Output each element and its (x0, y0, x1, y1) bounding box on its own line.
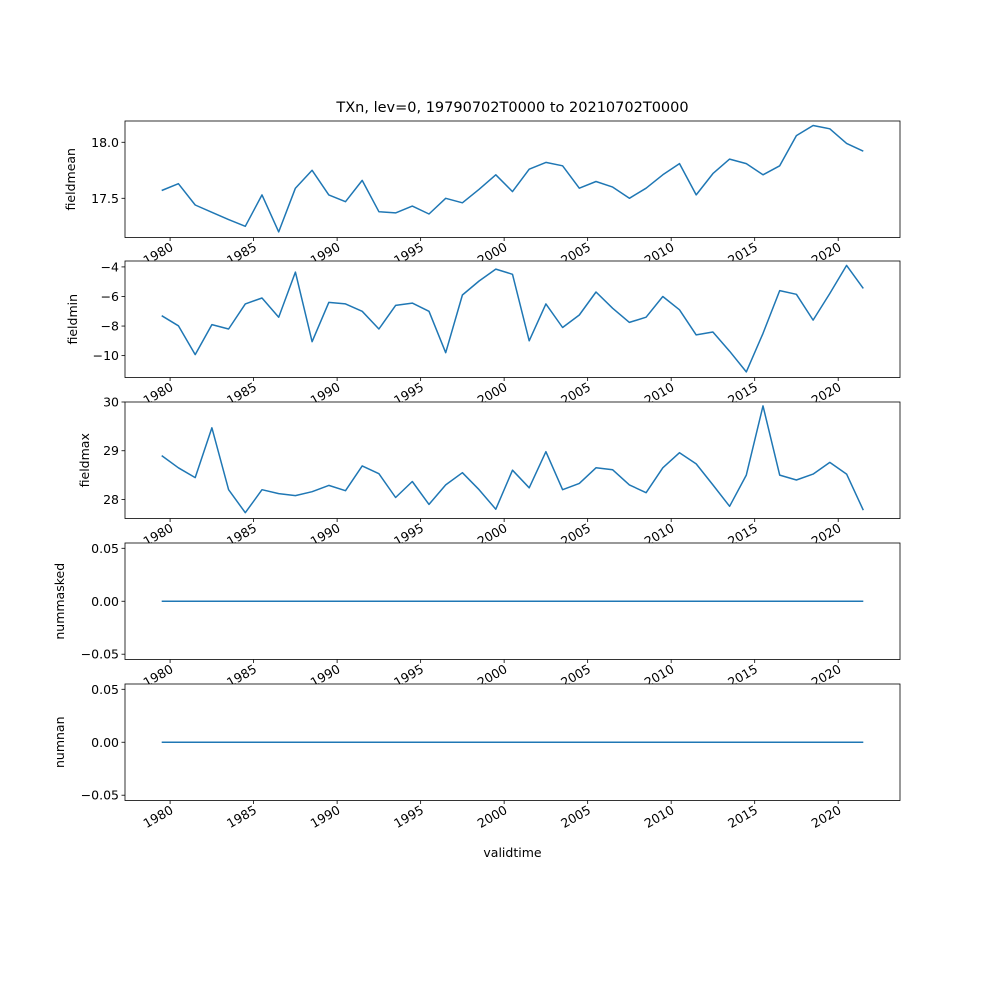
y-tick-label: 29 (103, 443, 119, 458)
axes-frame (124, 260, 901, 378)
y-tick-label: 0.00 (91, 735, 119, 750)
axes-frame (124, 120, 901, 238)
axes-frame (124, 401, 901, 519)
y-axis-label: numnan (52, 716, 67, 768)
y-tick-label: −10 (93, 348, 119, 363)
plot-area (125, 402, 900, 519)
y-tick-label: −8 (101, 319, 119, 334)
y-tick-label: 17.5 (91, 191, 119, 206)
plot-area (125, 121, 900, 238)
y-tick-label: −4 (101, 259, 119, 274)
y-tick-label: 0.05 (91, 682, 119, 697)
y-axis-label: nummasked (52, 563, 67, 640)
y-tick-label: −0.05 (81, 647, 119, 662)
y-tick-label: −6 (101, 289, 119, 304)
y-axis-label: fieldmax (77, 433, 92, 487)
y-tick-label: 30 (103, 395, 119, 410)
chart-title: TXn, lev=0, 19790702T0000 to 20210702T00… (335, 100, 688, 116)
y-tick-label: 28 (103, 492, 119, 507)
y-tick-label: −0.05 (81, 788, 119, 803)
series-line-fieldmax (161, 405, 864, 514)
y-tick-label: 18.0 (91, 135, 119, 150)
y-tick-label: 0.05 (91, 541, 119, 556)
series-line-fieldmean (161, 124, 864, 233)
x-axis-label: validtime (483, 845, 541, 860)
y-tick-label: 0.00 (91, 594, 119, 609)
y-axis-label: fieldmin (65, 294, 80, 345)
plot-area (125, 261, 900, 378)
y-axis-label: fieldmean (63, 148, 78, 210)
